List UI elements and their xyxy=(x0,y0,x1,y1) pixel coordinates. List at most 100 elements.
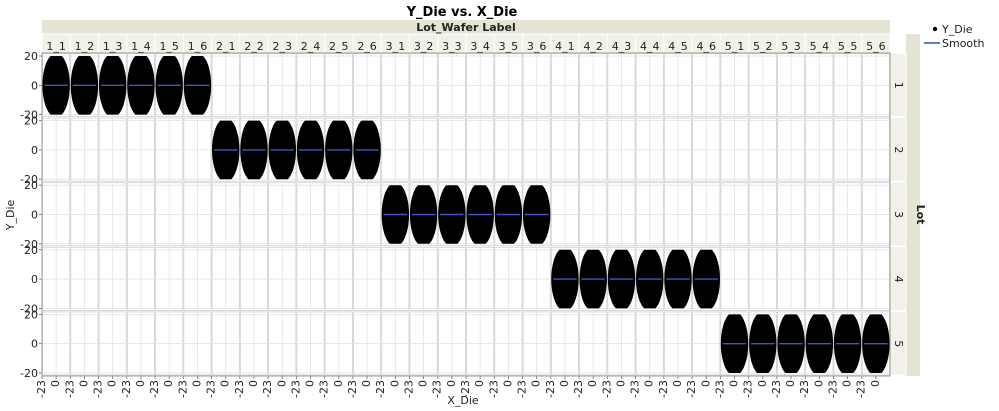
chart-title: Y_Die vs. X_Die xyxy=(406,5,518,20)
column-strip-label: 2_6 xyxy=(357,40,377,53)
x-tick-label: 0 xyxy=(106,380,119,387)
x-tick-label: -23 xyxy=(176,380,189,398)
x-axis-title: X_Die xyxy=(447,394,479,407)
row-strip-label: 4 xyxy=(892,276,905,283)
x-tick-label: 0 xyxy=(869,380,882,387)
x-tick-label: -23 xyxy=(600,380,613,398)
x-tick-label: -23 xyxy=(205,380,218,398)
x-tick-label: 0 xyxy=(219,380,232,387)
x-tick-label: 0 xyxy=(134,380,147,387)
x-tick-label: 0 xyxy=(332,380,345,387)
plot-frame xyxy=(41,52,891,377)
column-strip-label: 4_5 xyxy=(668,40,688,53)
column-strip-label: 2_3 xyxy=(273,40,293,53)
x-tick-label: -23 xyxy=(459,380,472,398)
x-tick-label: 0 xyxy=(162,380,175,387)
column-strip-label: 1_5 xyxy=(159,40,179,53)
column-strip-label: 4_6 xyxy=(697,40,717,53)
y-tick-label: 20 xyxy=(24,244,38,257)
x-tick-label: -23 xyxy=(544,380,557,398)
y-tick-label: 0 xyxy=(31,79,38,92)
x-tick-label: 0 xyxy=(247,380,260,387)
x-tick-label: 0 xyxy=(812,380,825,387)
y-tick-label: -20 xyxy=(20,302,38,315)
x-tick-label: -23 xyxy=(374,380,387,398)
legend: Y_Die Smooth xyxy=(924,23,984,50)
data-marks xyxy=(42,56,890,373)
x-tick-label: 0 xyxy=(586,380,599,387)
x-tick-label: 0 xyxy=(77,380,90,387)
column-strip-label: 3_5 xyxy=(499,40,519,53)
column-strip-label: 5_1 xyxy=(725,40,745,53)
x-tick-label: -23 xyxy=(148,380,161,398)
x-tick-label: -23 xyxy=(657,380,670,398)
column-strip-label: 3_3 xyxy=(442,40,462,53)
column-strip-label: 2_4 xyxy=(301,40,321,53)
x-tick-label: 0 xyxy=(558,380,571,387)
column-strip-label: 5_6 xyxy=(866,40,886,53)
x-tick-label: 0 xyxy=(784,380,797,387)
legend-dot-icon xyxy=(932,26,938,32)
column-strip-label: 4_1 xyxy=(555,40,575,53)
axis-and-strip-labels: Lot_Wafer Label 1_1 1_2 1_3 1_4 1_5 1_6 2_1 2_2 2… xyxy=(20,21,927,398)
x-tick-label: 0 xyxy=(728,380,741,387)
y-tick-label: -20 xyxy=(20,238,38,251)
row-strip-label: 1 xyxy=(892,82,905,89)
y-axis-title: Y_Die xyxy=(4,200,17,232)
column-strip-label: 4_4 xyxy=(640,40,660,53)
column-strip-label: 5_5 xyxy=(838,40,858,53)
x-tick-label: 0 xyxy=(671,380,684,387)
column-strip-label: 1_3 xyxy=(103,40,123,53)
column-strip-label: 1_6 xyxy=(188,40,208,53)
column-strip-label: 2_5 xyxy=(329,40,349,53)
y-tick-label: 0 xyxy=(31,338,38,351)
x-tick-label: -23 xyxy=(318,380,331,398)
column-strip-label: 2_2 xyxy=(244,40,264,53)
x-tick-label: -23 xyxy=(487,380,500,398)
y-tick-label: 20 xyxy=(24,308,38,321)
x-tick-label: 0 xyxy=(699,380,712,387)
column-strip-label: 1_2 xyxy=(75,40,95,53)
row-strip-label: 3 xyxy=(892,211,905,218)
column-strip-label: 4_2 xyxy=(583,40,603,53)
column-strip-label: 2_1 xyxy=(216,40,236,53)
y-tick-label: -20 xyxy=(20,109,38,122)
column-strip-label: 4_3 xyxy=(612,40,632,53)
x-tick-label: -23 xyxy=(572,380,585,398)
x-tick-label: 0 xyxy=(614,380,627,387)
x-tick-label: -23 xyxy=(826,380,839,398)
row-strip-label: 5 xyxy=(892,340,905,347)
y-tick-label: 20 xyxy=(24,115,38,128)
y-tick-label: -20 xyxy=(20,173,38,186)
column-strip-label: 3_1 xyxy=(386,40,406,53)
x-tick-label: 0 xyxy=(501,380,514,387)
column-strip-label: 3_6 xyxy=(527,40,547,53)
x-tick-label: -23 xyxy=(855,380,868,398)
y-tick-label: 20 xyxy=(24,179,38,192)
x-tick-label: 0 xyxy=(388,380,401,387)
x-tick-label: 0 xyxy=(417,380,430,387)
x-tick-label: -23 xyxy=(685,380,698,398)
x-tick-label: -23 xyxy=(92,380,105,398)
column-strip-label: 1_4 xyxy=(131,40,151,53)
x-tick-label: 0 xyxy=(445,380,458,387)
x-tick-label: 0 xyxy=(190,380,203,387)
y-tick-label: 0 xyxy=(31,144,38,157)
x-tick-label: 0 xyxy=(643,380,656,387)
x-tick-label: 0 xyxy=(360,380,373,387)
x-tick-label: -23 xyxy=(35,380,48,398)
x-tick-label: 0 xyxy=(530,380,543,387)
column-strip-label: 5_4 xyxy=(810,40,830,53)
y-tick-label: 0 xyxy=(31,273,38,286)
x-tick-label: -23 xyxy=(120,380,133,398)
x-tick-label: -23 xyxy=(63,380,76,398)
x-tick-label: -23 xyxy=(516,380,529,398)
x-tick-label: -23 xyxy=(346,380,359,398)
x-tick-label: -23 xyxy=(629,380,642,398)
x-tick-label: 0 xyxy=(49,380,62,387)
column-strip-label: 5_2 xyxy=(753,40,773,53)
column-strip-label: 1_1 xyxy=(46,40,66,53)
column-strip-label: 3_4 xyxy=(470,40,490,53)
x-tick-label: -23 xyxy=(798,380,811,398)
